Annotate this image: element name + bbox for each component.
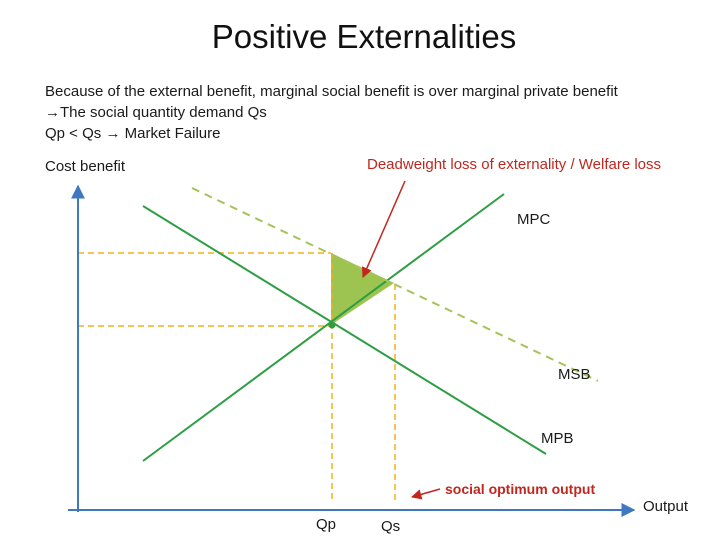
welfare-loss-area: [331, 253, 394, 325]
private-equilibrium-point: [328, 321, 336, 329]
description-line-1: Because of the external benefit, margina…: [45, 83, 618, 100]
page-title: Positive Externalities: [211, 18, 517, 55]
msb-label: MSB: [558, 366, 591, 383]
mpb-line: [142, 205, 547, 455]
mpc-line: [142, 193, 505, 462]
description-line-3: Qp < Qs → Market Failure: [45, 125, 221, 142]
msb-line: [191, 187, 599, 382]
description: Because of the external benefit, margina…: [45, 81, 618, 144]
deadweight-arrow: [361, 180, 406, 278]
qs-label: Qs: [381, 518, 401, 535]
social-optimum-arrow: [410, 488, 441, 500]
x-axis-label: Output: [643, 498, 689, 515]
qp-label: Qp: [316, 516, 337, 533]
mpc-label: MPC: [517, 211, 551, 228]
description-line-2: →The social quantity demand Qs: [45, 104, 267, 121]
social-optimum-label: social optimum output: [445, 481, 596, 497]
mpb-label: MPB: [541, 430, 574, 447]
y-axis-label: Cost benefit: [45, 158, 126, 175]
deadweight-loss-label: Deadweight loss of externality / Welfare…: [367, 156, 662, 173]
